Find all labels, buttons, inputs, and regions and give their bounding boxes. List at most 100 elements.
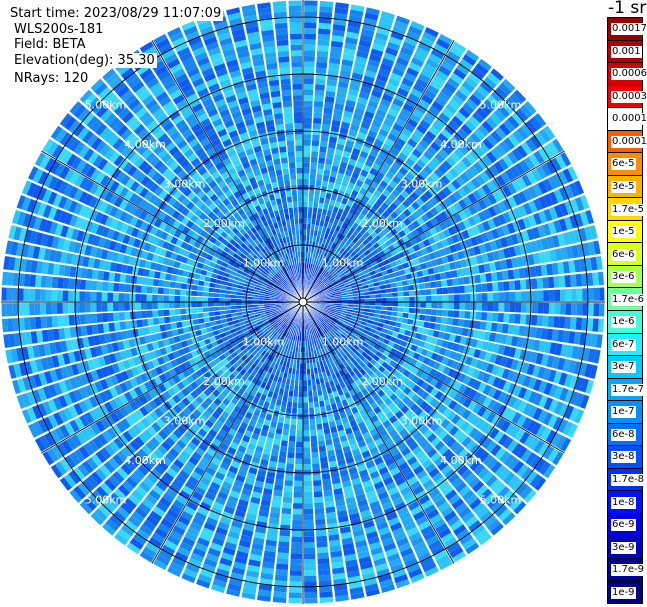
gate-cell <box>536 315 544 327</box>
gate-cell <box>381 123 392 133</box>
gate-cell <box>321 473 331 480</box>
gate-cell <box>390 31 405 41</box>
gate-cell <box>349 279 356 284</box>
gate-cell <box>124 302 130 311</box>
gate-cell <box>338 262 345 269</box>
gate-cell <box>34 303 41 315</box>
gate-cell <box>333 12 348 21</box>
gate-cell <box>317 163 325 170</box>
gate-cell <box>374 227 382 235</box>
gate-cell <box>345 245 352 252</box>
gate-cell <box>303 145 311 152</box>
gate-cell <box>310 252 314 259</box>
gate-cell <box>318 202 324 209</box>
gate-cell <box>353 166 362 174</box>
gate-cell <box>348 14 363 23</box>
gate-cell <box>326 79 338 87</box>
gate-cell <box>400 46 414 57</box>
gate-cell <box>46 316 53 328</box>
gate-cell <box>278 456 286 464</box>
gate-cell <box>506 182 517 195</box>
gate-cell <box>331 280 337 286</box>
gate-cell <box>392 241 400 249</box>
gate-cell <box>390 128 401 137</box>
gate-cell <box>361 265 368 272</box>
gate-cell <box>331 242 337 249</box>
gate-cell <box>247 302 253 305</box>
gate-cell <box>332 159 341 167</box>
gate-cell <box>443 197 453 207</box>
gate-cell <box>314 271 319 277</box>
gate-cell <box>434 323 441 331</box>
gate-cell <box>407 223 416 232</box>
gate-cell <box>320 135 329 142</box>
gate-cell <box>332 230 339 238</box>
gate-cell <box>395 171 405 180</box>
gate-cell <box>35 316 42 329</box>
gate-cell <box>313 480 322 487</box>
gate-cell <box>459 58 473 71</box>
gate-cell <box>516 145 528 158</box>
gate-cell <box>310 156 318 163</box>
gate-cell <box>140 294 147 302</box>
gate-cell <box>411 220 420 229</box>
gate-cell <box>531 168 542 182</box>
gate-cell <box>258 302 264 305</box>
gate-cell <box>285 407 292 414</box>
gate-cell <box>453 310 460 318</box>
gate-cell <box>402 226 411 235</box>
gate-cell <box>447 226 456 236</box>
gate-cell <box>531 278 538 290</box>
gate-cell <box>407 138 418 148</box>
gate-cell <box>355 256 362 263</box>
gate-cell <box>454 242 463 252</box>
gate-cell <box>315 265 319 272</box>
gate-cell <box>280 445 288 453</box>
gate-cell <box>317 34 330 41</box>
gate-cell <box>287 452 295 459</box>
gate-cell <box>168 302 175 309</box>
gate-cell <box>303 385 308 392</box>
gate-cell <box>427 161 437 171</box>
gate-cell <box>474 320 481 330</box>
gate-cell <box>547 276 555 289</box>
gate-cell <box>314 253 319 260</box>
gate-cell <box>308 402 314 409</box>
gate-cell <box>539 128 551 143</box>
gate-cell <box>352 222 359 230</box>
gate-cell <box>492 190 502 203</box>
gate-cell <box>427 236 436 245</box>
gate-cell <box>181 320 188 328</box>
gate-cell <box>380 293 387 298</box>
gate-cell <box>295 452 303 459</box>
gate-cell <box>303 151 311 157</box>
gate-cell <box>84 302 91 313</box>
gate-cell <box>395 137 406 147</box>
gate-cell <box>391 189 400 198</box>
gate-cell <box>464 168 475 180</box>
gate-cell <box>365 135 376 144</box>
gate-cell <box>202 307 209 313</box>
gate-cell <box>478 58 493 71</box>
gate-cell <box>481 120 494 133</box>
gate-cell <box>331 223 337 231</box>
gate-cell <box>361 182 370 191</box>
gate-cell <box>464 119 477 132</box>
gate-cell <box>406 67 419 78</box>
gate-cell <box>526 171 537 185</box>
gate-cell <box>514 280 521 290</box>
gate-cell <box>377 152 387 162</box>
gate-cell <box>423 63 437 74</box>
gate-cell <box>472 213 482 224</box>
gate-cell <box>304 55 315 62</box>
gate-cell <box>310 435 318 442</box>
gate-cell <box>303 167 310 174</box>
gate-cell <box>359 262 366 269</box>
gate-cell <box>481 283 488 292</box>
gate-cell <box>587 303 594 317</box>
gate-cell <box>382 189 391 198</box>
gate-cell <box>335 213 342 221</box>
gate-cell <box>376 185 385 194</box>
gate-cell <box>445 103 458 115</box>
gate-cell <box>306 363 310 369</box>
